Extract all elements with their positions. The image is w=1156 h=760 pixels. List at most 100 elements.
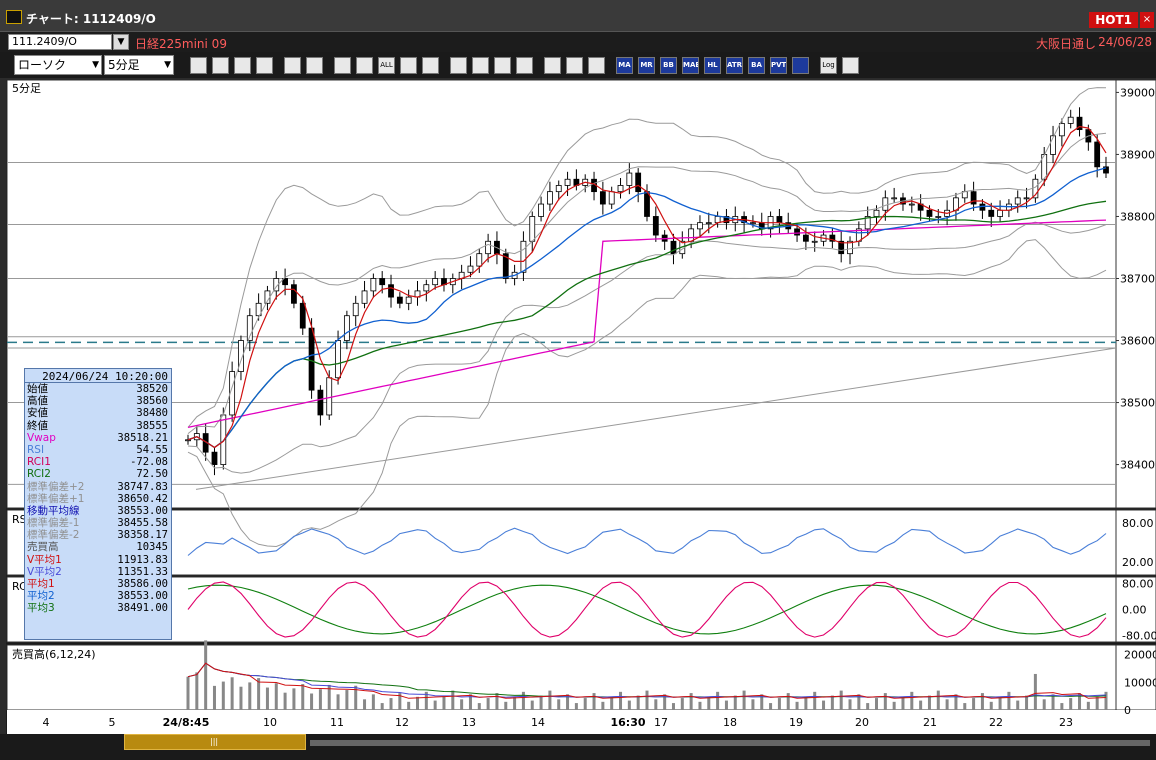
volume-bar (848, 699, 852, 710)
candle (997, 209, 1003, 217)
volume-bar (433, 700, 437, 710)
candle (352, 302, 359, 317)
info-value: 10345 (136, 541, 168, 554)
info-value: 38747.83 (117, 480, 168, 493)
toolbar-palette-icon[interactable] (588, 57, 605, 74)
volume-bar (1078, 693, 1082, 710)
candle (538, 203, 544, 217)
symbol-input[interactable]: 111.2409/O (8, 34, 112, 50)
toolbar-trash-icon[interactable] (516, 57, 533, 74)
info-value: 38553.00 (117, 504, 168, 517)
candle (608, 191, 615, 205)
toolbar-pen-icon[interactable] (400, 57, 417, 74)
toolbar-search-icon[interactable] (190, 57, 207, 74)
toolbar-log-icon[interactable]: Log (820, 57, 837, 74)
volume-bar (239, 686, 243, 710)
info-value: 38480 (136, 407, 168, 420)
volume-bar (407, 701, 411, 710)
toolbar-bar-icon[interactable] (256, 57, 273, 74)
toolbar-MA-icon[interactable]: MA (616, 57, 633, 74)
info-key: 標準偏差-1 (27, 517, 80, 530)
info-value: 38553.00 (117, 590, 168, 603)
toolbar-indicator-icon[interactable] (544, 57, 561, 74)
chart-svg[interactable]: 39000 38900 38800 38700 38600 38500 38400 5分足 RS… (6, 79, 1156, 734)
toolbar-doc-icon[interactable] (494, 57, 511, 74)
symbol-dropdown-button[interactable]: ▼ (113, 34, 129, 50)
chart-type-select[interactable]: ローソク ▼ (14, 55, 102, 75)
scrollbar-thumb[interactable] (124, 734, 306, 750)
toolbar-ALL-icon[interactable]: ALL (378, 57, 395, 74)
toolbar-MR-icon[interactable]: MR (638, 57, 655, 74)
toolbar-arrow-icon[interactable] (472, 57, 489, 74)
price-tick: 38600 (1120, 335, 1155, 348)
info-row: 平均2 38553.00 (25, 590, 171, 602)
info-row: Vwap 38518.21 (25, 432, 171, 444)
toolbar-lock-icon[interactable] (306, 57, 323, 74)
volume-bar (398, 693, 402, 710)
info-key: RSI (27, 443, 45, 456)
info-row: 平均1 38586.00 (25, 578, 171, 590)
toolbar-candle2-icon[interactable] (356, 57, 373, 74)
volume-bar (671, 703, 675, 710)
candle (502, 253, 509, 279)
info-key: 標準偏差+2 (27, 480, 85, 493)
toolbar-line-icon[interactable] (422, 57, 439, 74)
volume-bar (875, 698, 878, 710)
volume-bar (822, 700, 826, 710)
candle (697, 222, 703, 230)
volume-bar (354, 685, 358, 710)
volume-bar (301, 684, 305, 710)
info-value: 38518.21 (117, 431, 168, 444)
candle (476, 253, 483, 267)
x-tick: 11 (330, 716, 344, 729)
toolbar-candle-dl-icon[interactable] (234, 57, 251, 74)
volume-bar (980, 693, 984, 710)
info-value: 38455.58 (117, 517, 168, 530)
info-value: 38491.00 (117, 602, 168, 615)
volume-bar (857, 694, 861, 710)
candle (1058, 123, 1065, 137)
toolbar-frame-icon[interactable] (792, 57, 809, 74)
toolbar-candle-icon[interactable] (334, 57, 351, 74)
candle (1050, 135, 1056, 155)
main-panel-label: 5分足 (12, 82, 41, 95)
interval-select[interactable]: 5分足 ▼ (104, 55, 174, 75)
info-row: V平均2 11351.33 (25, 566, 171, 578)
toolbar-ATR-icon[interactable]: ATR (726, 57, 743, 74)
toolbar-HL-icon[interactable]: HL (704, 57, 721, 74)
candle (617, 185, 624, 193)
toolbar-cross-icon[interactable] (212, 57, 229, 74)
toolbar-compare-icon[interactable] (284, 57, 301, 74)
chart-area[interactable]: 39000 38900 38800 38700 38600 38500 38400 5分足 RS… (6, 79, 1156, 734)
price-tick: 39000 (1120, 86, 1155, 99)
toolbar-wrench-icon[interactable] (566, 57, 583, 74)
volume-bar (477, 703, 481, 710)
close-icon[interactable]: × (1140, 12, 1154, 28)
volume-bar (221, 681, 225, 710)
volume-bar (945, 699, 949, 710)
ma3-line (187, 200, 1107, 449)
volume-bar (742, 690, 746, 710)
toolbar-PVT-icon[interactable]: PVT (770, 57, 787, 74)
toolbar-BA-icon[interactable]: BA (748, 57, 765, 74)
toolbar-export-icon[interactable] (842, 57, 859, 74)
toolbar-MAE-icon[interactable]: MAE (682, 57, 699, 74)
volume-bar (769, 703, 773, 710)
volume-bar (936, 690, 940, 710)
candle (1076, 116, 1083, 131)
info-value: 38586.00 (117, 578, 168, 590)
volume-bar (1016, 700, 1020, 710)
toolbar-cursor-icon[interactable] (450, 57, 467, 74)
candle (388, 284, 394, 298)
volume-bar (610, 696, 614, 710)
time-scrollbar[interactable]: ||| (0, 734, 1156, 760)
volume-bar (883, 693, 887, 710)
hot-badge[interactable]: HOT1 (1089, 12, 1138, 28)
volume-tick: 20000 (1124, 649, 1156, 662)
volume-bar (204, 640, 208, 710)
scrollbar-track[interactable] (310, 740, 1150, 746)
volume-bar (274, 683, 278, 710)
volume-bar (601, 701, 605, 710)
volume-bar (636, 695, 640, 710)
toolbar-BB-icon[interactable]: BB (660, 57, 677, 74)
